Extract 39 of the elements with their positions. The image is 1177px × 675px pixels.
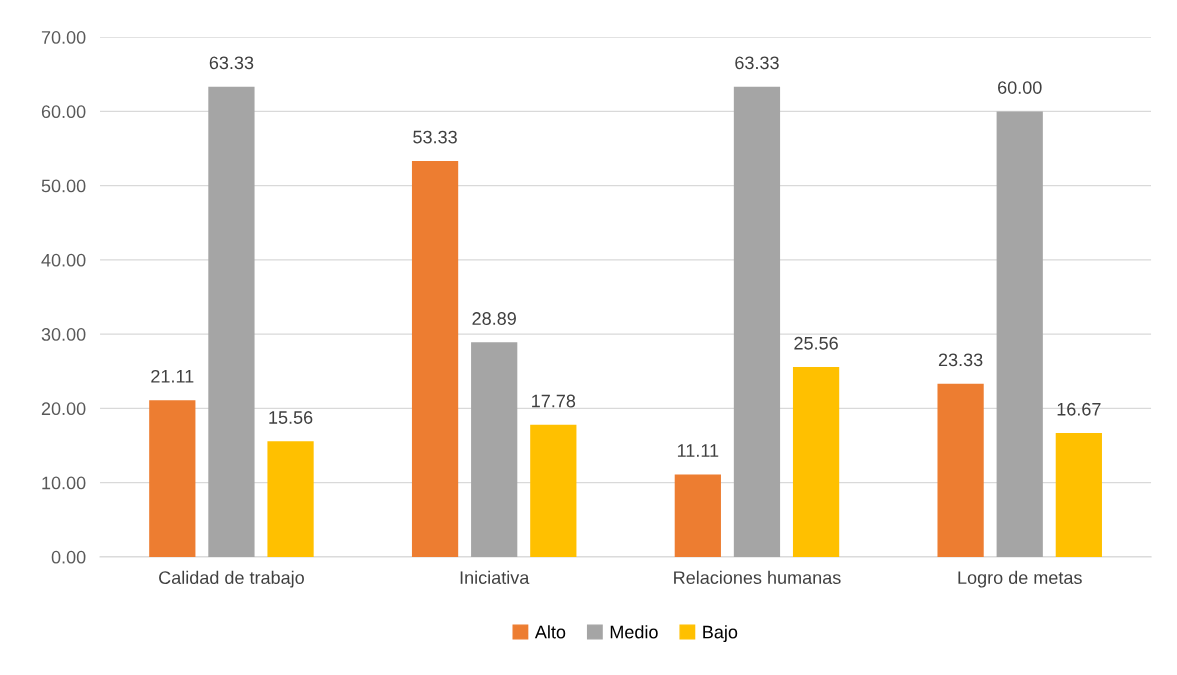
bar — [530, 424, 577, 557]
data-label: 53.33 — [413, 130, 457, 144]
data-label: 11.11 — [677, 444, 719, 457]
bar — [674, 474, 721, 557]
y-tick-label: 20.00 — [41, 402, 86, 416]
data-label: 17.78 — [532, 394, 576, 408]
data-label: 16.67 — [1057, 402, 1101, 416]
x-tick-label: Logro de metas — [958, 570, 1082, 588]
data-label: 63.33 — [209, 56, 254, 70]
legend-label: Medio — [610, 625, 658, 639]
data-label: 63.33 — [735, 56, 779, 70]
bar — [996, 111, 1043, 557]
legend-label: Alto — [534, 625, 566, 639]
y-tick-label: 70.00 — [41, 31, 86, 44]
data-label: 60.00 — [998, 81, 1042, 94]
bar — [733, 86, 781, 557]
bar — [1055, 433, 1102, 557]
data-label: 28.89 — [472, 312, 516, 325]
bar — [411, 160, 459, 557]
x-tick-label: Iniciativa — [460, 570, 530, 585]
data-label: 21.11 — [151, 369, 194, 383]
bar — [267, 441, 314, 557]
bar — [471, 342, 518, 557]
bar — [149, 400, 196, 557]
x-tick-label: Relaciones humanas — [674, 570, 841, 585]
y-tick-label: 60.00 — [41, 105, 86, 119]
y-tick-label: 0.00 — [51, 550, 86, 564]
data-label: 25.56 — [794, 336, 838, 350]
bar — [208, 86, 255, 557]
x-tick-label: Calidad de trabajo — [159, 570, 304, 588]
bar — [937, 383, 984, 557]
y-tick-label: 30.00 — [41, 328, 86, 341]
data-label: 23.33 — [938, 353, 983, 367]
legend-label: Bajo — [703, 625, 738, 643]
y-tick-label: 40.00 — [41, 253, 86, 267]
y-tick-label: 50.00 — [41, 179, 86, 193]
y-tick-label: 10.00 — [42, 476, 86, 490]
data-label: 15.56 — [269, 411, 313, 424]
bar — [792, 367, 840, 557]
